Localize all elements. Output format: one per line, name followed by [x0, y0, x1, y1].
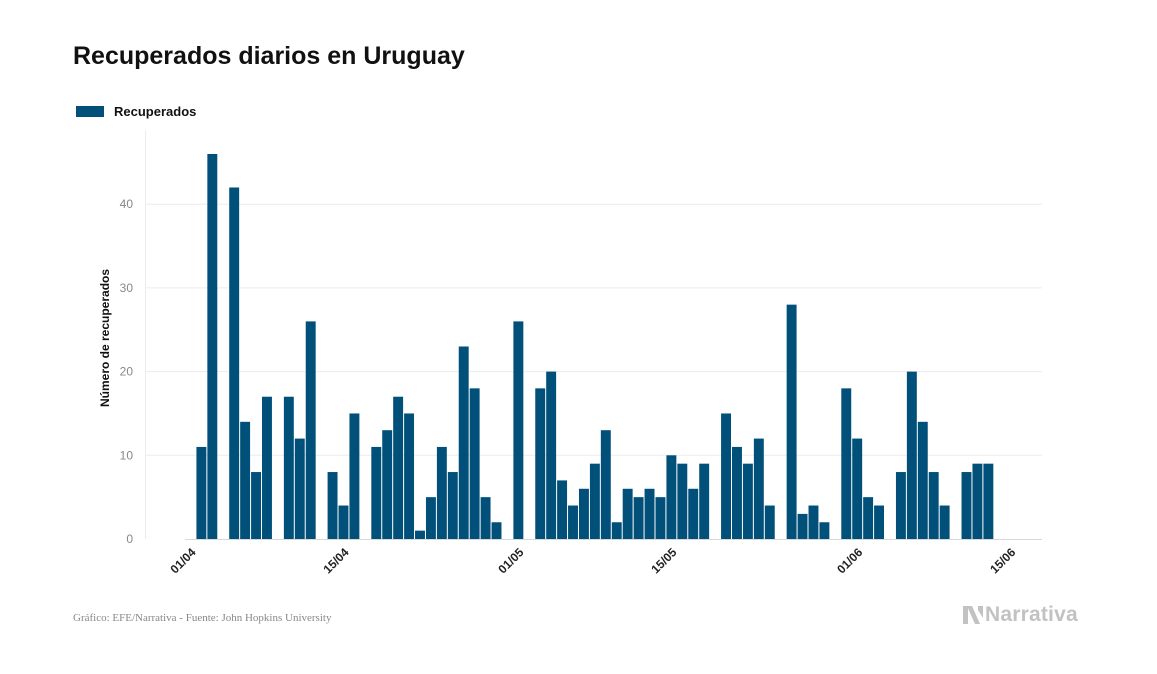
x-tick-label: 15/06	[987, 545, 1018, 576]
bar-08-05	[589, 463, 600, 539]
x-tick-label: 15/05	[648, 545, 679, 576]
bar-18-05	[699, 463, 710, 539]
narrativa-logo-icon	[963, 606, 983, 624]
bar-29-04	[491, 522, 502, 539]
legend-label: Recuperados	[114, 104, 197, 119]
bar-09-06	[939, 505, 950, 539]
bar-10-04	[283, 396, 294, 539]
bar-08-04	[262, 396, 272, 539]
bar-11-05	[622, 488, 633, 539]
bar-06-05	[568, 505, 578, 539]
bar-01-06	[852, 438, 863, 539]
bars	[196, 154, 994, 540]
bar-22-04	[415, 530, 425, 539]
bar-07-04	[251, 472, 262, 539]
bar-25-04	[447, 472, 458, 539]
bar-11-04	[294, 438, 305, 539]
bar-02-04	[196, 446, 207, 539]
bar-07-05	[578, 488, 589, 539]
bar-14-05	[655, 497, 666, 539]
brand-logo: Narrativa	[963, 603, 1078, 627]
bar-21-05	[732, 446, 742, 539]
legend: Recuperados	[76, 104, 196, 119]
bar-13-06	[983, 463, 994, 539]
y-axis-label: Número de recuperados	[98, 269, 112, 407]
bar-16-04	[349, 413, 360, 539]
bar-12-04	[305, 321, 316, 539]
bar-18-04	[371, 446, 382, 539]
bar-29-05	[819, 522, 830, 539]
legend-swatch	[76, 106, 104, 117]
brand-name: Narrativa	[985, 603, 1078, 626]
bar-28-05	[808, 505, 819, 539]
x-tick-label: 01/05	[495, 545, 526, 576]
bar-11-06	[961, 472, 972, 539]
bar-26-04	[458, 346, 469, 539]
bar-13-05	[644, 488, 655, 539]
bar-05-05	[557, 480, 568, 539]
bar-07-06	[917, 421, 928, 539]
bar-24-04	[436, 446, 447, 539]
bar-17-05	[688, 488, 699, 539]
y-tick-label: 20	[120, 365, 134, 379]
x-axis-ticks: 01/04 15/04 01/05 15/05 01/06 15/06	[167, 545, 1018, 576]
bar-02-06	[863, 497, 874, 539]
y-axis-ticks: 0 10 20 30 40	[120, 197, 134, 546]
bar-01-05	[513, 321, 524, 539]
bar-05-06	[895, 472, 906, 539]
bar-03-05	[535, 388, 546, 539]
bar-26-05	[786, 304, 797, 539]
bar-12-06	[972, 463, 983, 539]
bar-19-04	[382, 430, 393, 539]
bar-31-05	[841, 388, 852, 539]
bar-20-05	[721, 413, 731, 539]
bar-21-04	[404, 413, 415, 539]
bar-28-04	[480, 497, 491, 539]
gridlines	[145, 203, 1042, 456]
y-tick-label: 30	[120, 281, 134, 295]
bar-27-04	[469, 388, 480, 539]
y-tick-label: 40	[120, 197, 134, 211]
bar-15-05	[666, 455, 677, 539]
bar-04-05	[546, 371, 557, 539]
bar-24-05	[764, 505, 775, 539]
y-tick-label: 10	[120, 448, 134, 462]
bar-23-05	[753, 438, 764, 539]
bar-05-04	[229, 187, 240, 540]
bar-12-05	[633, 497, 644, 539]
bar-16-05	[677, 463, 688, 539]
bar-23-04	[425, 497, 436, 539]
bar-20-04	[393, 396, 404, 539]
chart-title: Recuperados diarios en Uruguay	[73, 42, 465, 70]
bar-09-05	[600, 430, 611, 539]
bar-03-06	[874, 505, 885, 539]
x-tick-label: 01/06	[834, 545, 865, 576]
bar-15-04	[338, 505, 349, 539]
x-tick-label: 01/04	[167, 545, 198, 576]
y-tick-label: 0	[126, 532, 133, 546]
bar-06-04	[240, 421, 251, 539]
source-credit: Gráfico: EFE/Narrativa - Fuente: John Ho…	[73, 612, 332, 624]
bar-08-06	[928, 472, 939, 539]
bar-10-05	[611, 522, 622, 539]
x-tick-label: 15/04	[320, 545, 351, 576]
bar-06-06	[906, 371, 917, 539]
bar-22-05	[742, 463, 753, 539]
bar-03-04	[207, 154, 218, 539]
bar-27-05	[797, 513, 808, 539]
bar-14-04	[327, 472, 338, 539]
